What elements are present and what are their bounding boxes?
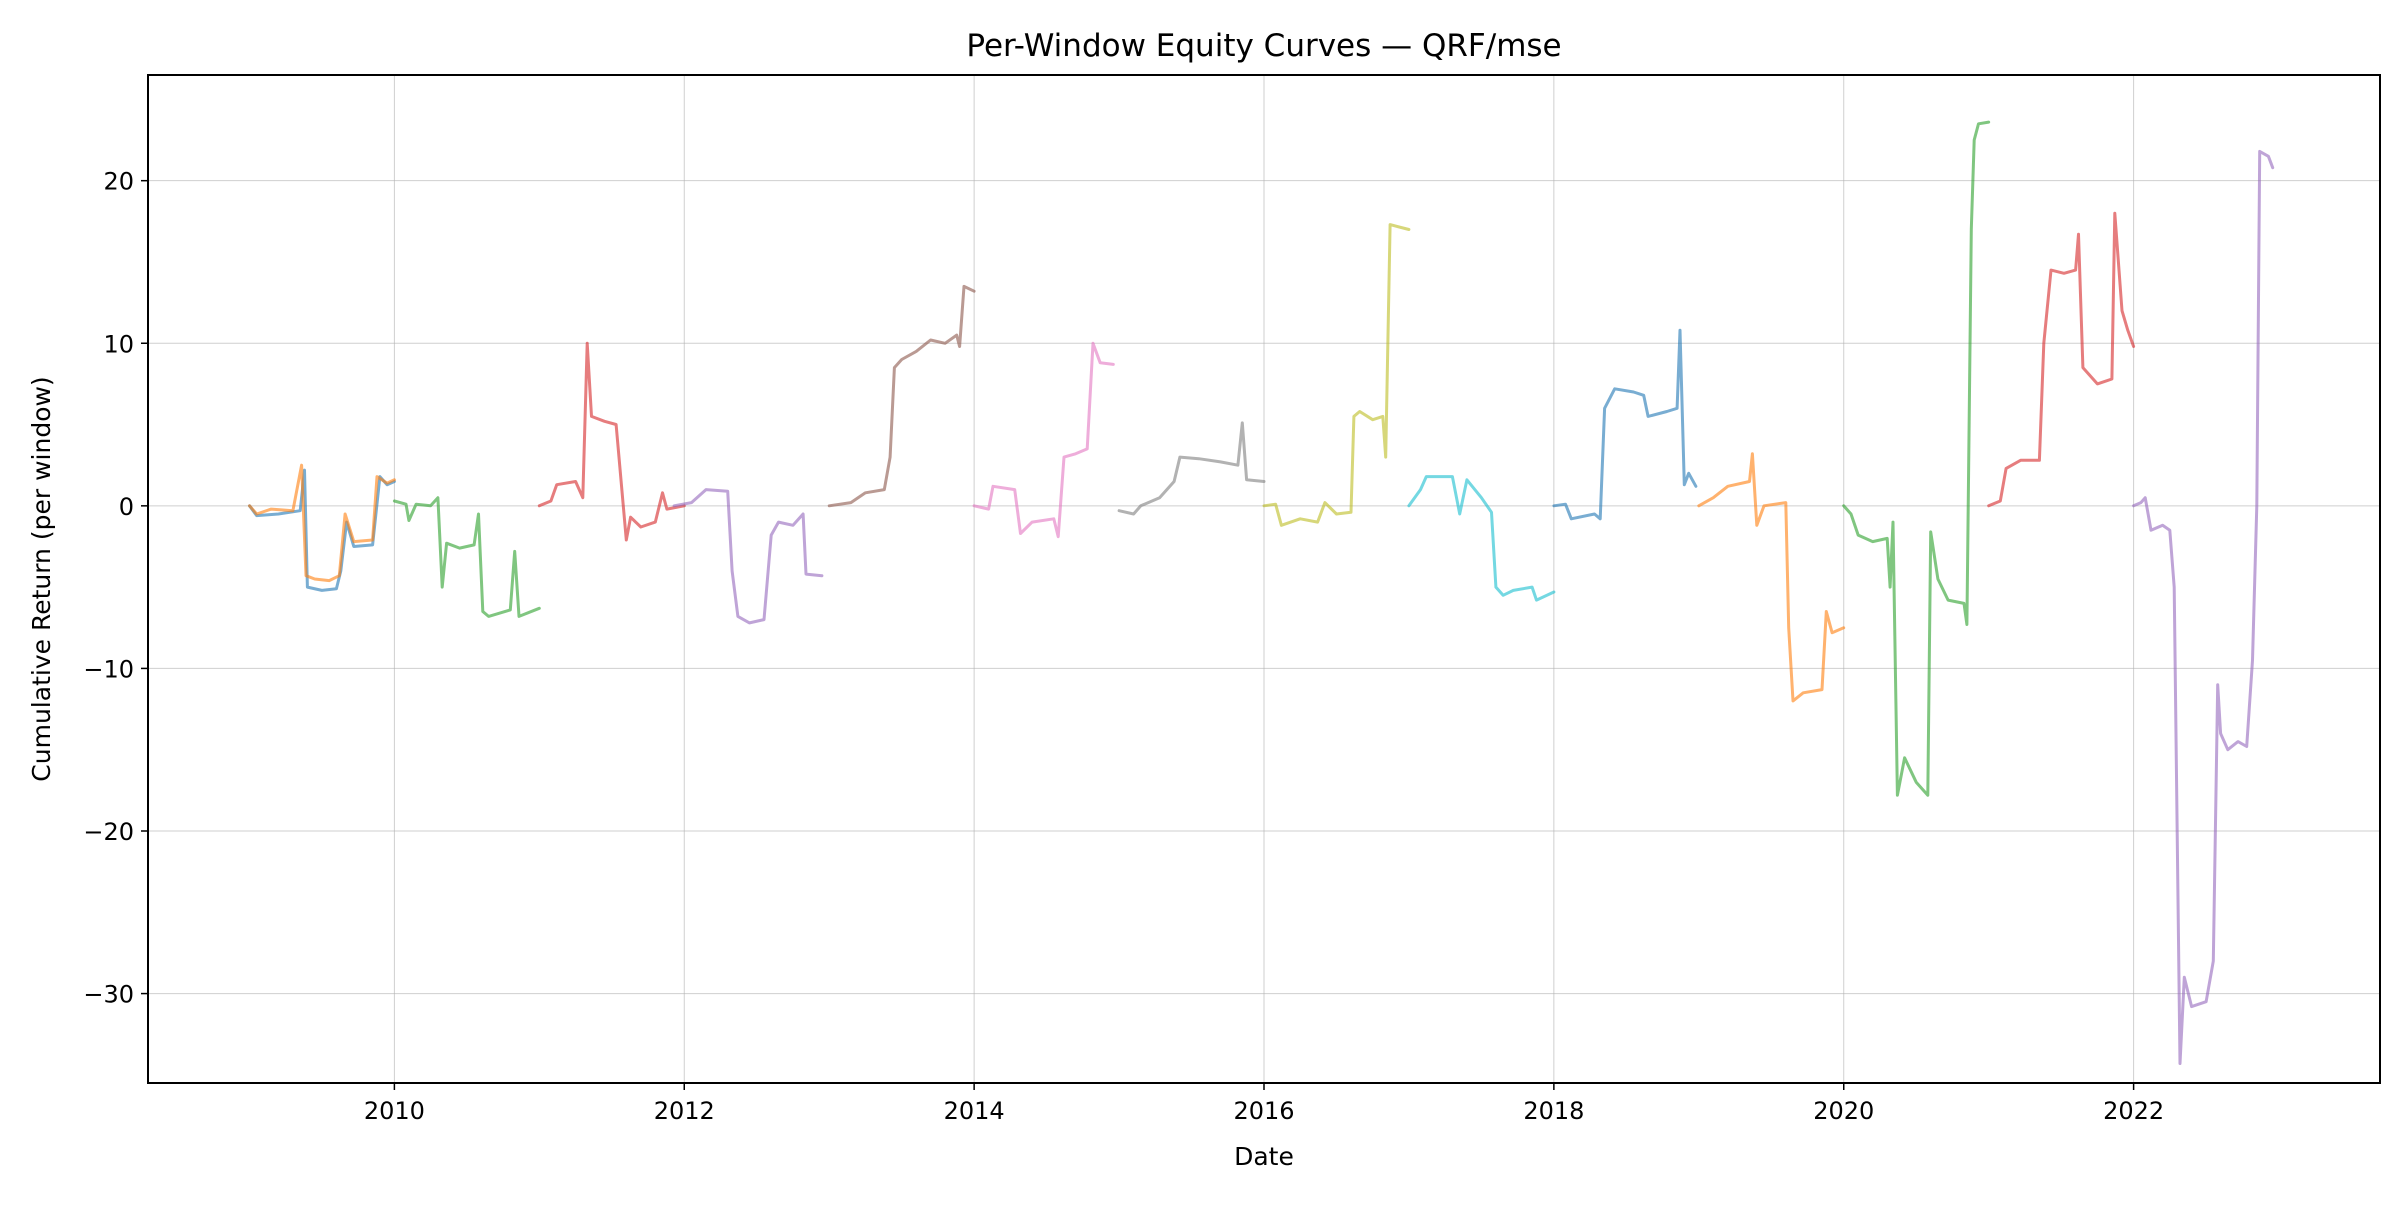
series-line xyxy=(1264,225,1409,526)
chart-title: Per-Window Equity Curves — QRF/mse xyxy=(966,28,1561,64)
series-line xyxy=(1699,454,1844,701)
x-tick-label: 2016 xyxy=(1233,1097,1294,1125)
x-tick-label: 2018 xyxy=(1523,1097,1584,1125)
x-tick-label: 2022 xyxy=(2103,1097,2164,1125)
y-axis-ticks: 20 10 0 −10 −20 −30 xyxy=(83,168,148,1009)
x-tick-label: 2020 xyxy=(1813,1097,1874,1125)
y-tick-label: −20 xyxy=(83,818,134,846)
series-lines xyxy=(250,122,2273,1063)
series-line xyxy=(539,343,684,540)
series-line xyxy=(674,490,822,623)
y-tick-label: 20 xyxy=(103,168,134,196)
series-line xyxy=(1844,122,1989,795)
series-line xyxy=(1989,213,2134,506)
x-tick-label: 2014 xyxy=(944,1097,1005,1125)
x-tick-label: 2010 xyxy=(364,1097,425,1125)
x-tick-label: 2012 xyxy=(654,1097,715,1125)
series-line xyxy=(1119,423,1264,514)
y-tick-label: −10 xyxy=(83,655,134,683)
series-line xyxy=(1409,477,1554,600)
series-line xyxy=(974,343,1113,536)
y-axis-label: Cumulative Return (per window) xyxy=(27,376,56,781)
x-axis-label: Date xyxy=(1234,1142,1294,1171)
series-line xyxy=(394,498,539,617)
y-tick-label: −30 xyxy=(83,981,134,1009)
x-axis-ticks: 2010 2012 2014 2016 2018 2020 2022 xyxy=(364,1083,2164,1125)
series-line xyxy=(2134,151,2273,1063)
series-line xyxy=(1554,330,1696,519)
series-line xyxy=(250,465,395,580)
series-line xyxy=(829,286,974,505)
y-tick-label: 10 xyxy=(103,330,134,358)
y-tick-label: 0 xyxy=(119,493,134,521)
